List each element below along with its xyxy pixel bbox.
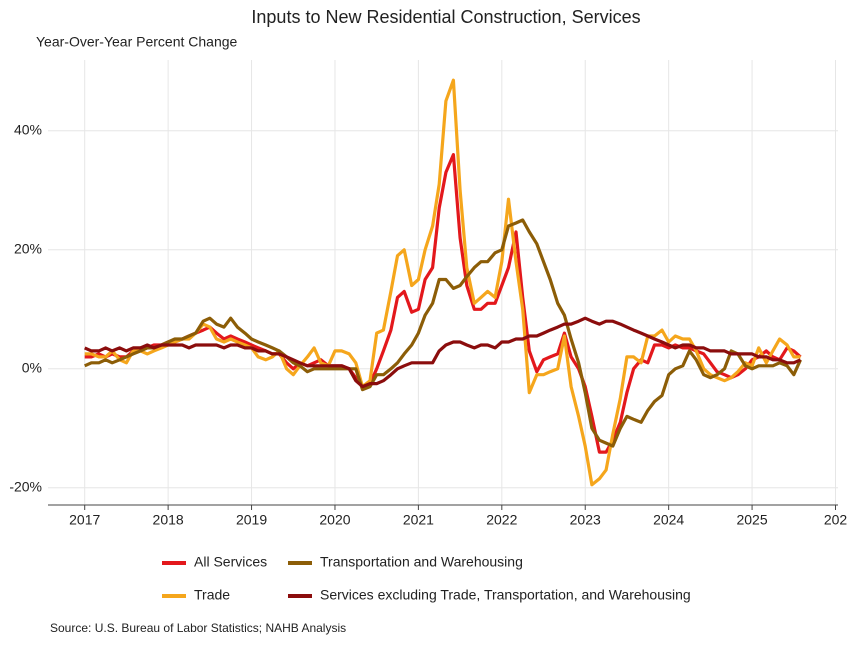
- legend-label: Services excluding Trade, Transportation…: [320, 587, 691, 603]
- series-line: [84, 78, 801, 487]
- x-tick-label: 2021: [403, 512, 434, 528]
- x-tick-label: 2023: [570, 512, 601, 528]
- chart-title: Inputs to New Residential Construction, …: [251, 7, 640, 27]
- grid: -20% 0% 20% 40% 2017 2018 2019 2020 2021 2022 2023…: [9, 60, 847, 528]
- y-tick-label: 20%: [14, 240, 42, 256]
- series-line: [84, 218, 802, 448]
- x-tick-label: 202: [824, 512, 848, 528]
- x-tick-label: 2025: [736, 512, 767, 528]
- x-tick-label: 2020: [319, 512, 350, 528]
- y-tick-label: -20%: [9, 478, 42, 494]
- x-tick-label: 2024: [653, 512, 684, 528]
- source-note: Source: U.S. Bureau of Labor Statistics;…: [50, 621, 346, 635]
- chart-subtitle: Year-Over-Year Percent Change: [36, 34, 238, 50]
- x-tick-label: 2017: [69, 512, 100, 528]
- series-line: [84, 316, 802, 389]
- x-tick-label: 2022: [486, 512, 517, 528]
- y-tick-label: 0%: [22, 359, 42, 375]
- legend-label: Trade: [194, 587, 230, 603]
- legend-label: All Services: [194, 554, 267, 570]
- x-tick-label: 2019: [236, 512, 267, 528]
- series-line: [84, 153, 802, 454]
- y-tick-label: 40%: [14, 121, 42, 137]
- legend-label: Transportation and Warehousing: [320, 554, 523, 570]
- plot-lines: [84, 78, 802, 487]
- x-tick-label: 2018: [153, 512, 184, 528]
- legend: All Services Trade Transportation and Ware…: [162, 554, 691, 603]
